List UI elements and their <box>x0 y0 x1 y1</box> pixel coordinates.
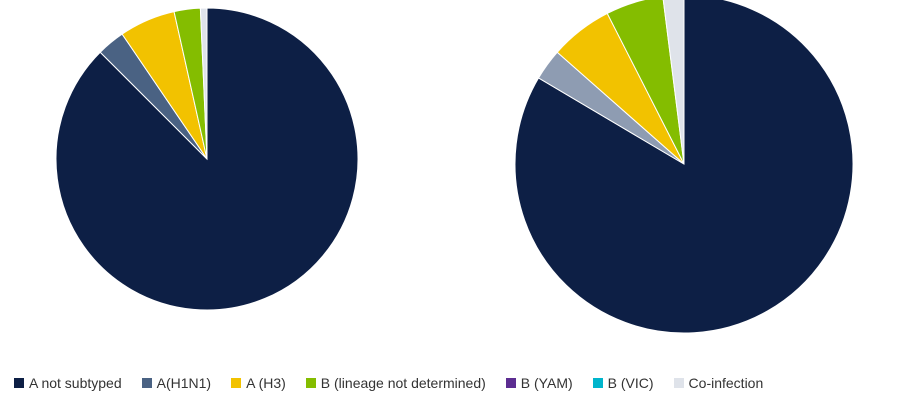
legend-label: A not subtyped <box>29 375 122 391</box>
legend-label: B (lineage not determined) <box>320 375 486 391</box>
legend-item-a-not-subtyped: A not subtyped <box>14 375 122 391</box>
chart-legend: A not subtyped A(H1N1) A (H3) B (lineage… <box>14 372 763 394</box>
legend-label: B (VIC) <box>607 375 654 391</box>
legend-label: Co-infection <box>688 375 764 391</box>
legend-item-b-lineage-not-determined: B (lineage not determined) <box>305 375 486 391</box>
legend-swatch <box>231 378 242 388</box>
legend-label: A (H3) <box>246 375 286 391</box>
legend-swatch <box>141 378 152 388</box>
pie-slice-a-not-subtyped <box>514 0 854 334</box>
legend-item-a-h1n1: A(H1N1) <box>141 375 212 391</box>
pie-charts <box>55 0 854 334</box>
legend-label: B (YAM) <box>520 375 573 391</box>
legend-swatch <box>505 378 516 388</box>
legend-swatch <box>592 378 603 388</box>
legend-item-b-vic: B (VIC) <box>592 375 654 391</box>
legend-item-a-h3: A (H3) <box>231 375 286 391</box>
pie-slice-b-lineage-not-determined <box>606 0 685 165</box>
legend-swatch <box>673 378 684 388</box>
pie-slice-co-infection <box>662 0 685 165</box>
pie-slice-co-infection <box>199 7 208 160</box>
legend-item-co-infection: Co-infection <box>673 375 764 391</box>
pie-chart-left <box>55 7 359 311</box>
legend-swatch <box>305 378 316 388</box>
legend-item-b-yam: B (YAM) <box>505 375 573 391</box>
pie-chart-right <box>514 0 854 334</box>
legend-swatch <box>14 378 24 388</box>
legend-label: A(H1N1) <box>156 375 212 391</box>
